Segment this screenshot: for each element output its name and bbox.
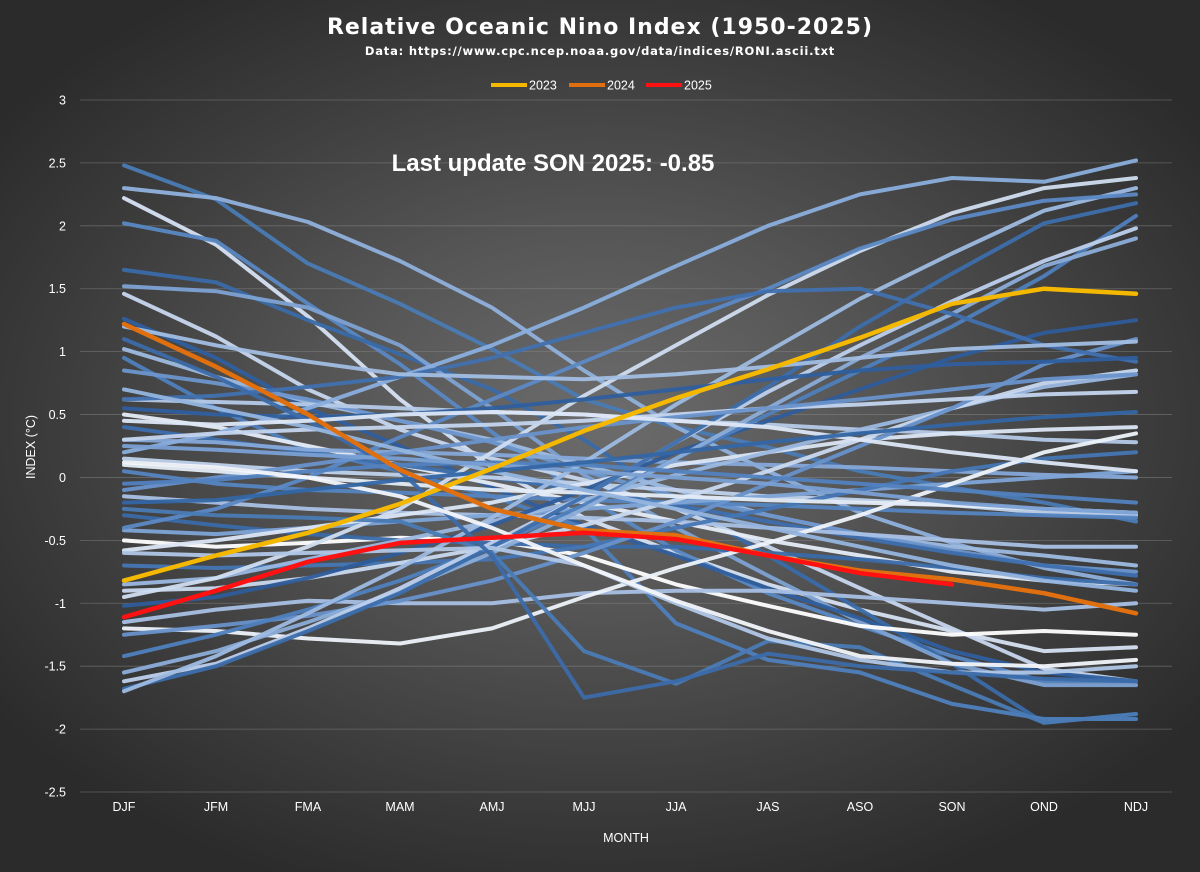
- series-line-2023: [121, 286, 1139, 583]
- year-series-line: [122, 337, 1138, 700]
- legend: 2023 2024 2025: [491, 79, 712, 93]
- x-tick-label: MAM: [385, 800, 414, 814]
- chart-subtitle: Data: https://www.cpc.ncep.noaa.gov/data…: [365, 44, 835, 58]
- x-ticks-layer: DJF JFM FMA MAM AMJ MJJ JJA JAS ASO SON OND NDJ: [113, 800, 1149, 814]
- x-tick-label: JAS: [757, 800, 780, 814]
- year-series-line: [122, 460, 1138, 669]
- legend-label-2024: 2024: [607, 79, 635, 93]
- highlight-series-layer: [121, 286, 1139, 620]
- year-series-line: [122, 460, 1138, 505]
- year-series-line: [122, 588, 1138, 625]
- year-series-line: [122, 410, 1138, 505]
- year-series-line: [122, 316, 1138, 684]
- x-tick-label: NDJ: [1124, 800, 1148, 814]
- y-tick-label: -1: [55, 597, 66, 611]
- x-tick-label: FMA: [295, 800, 322, 814]
- year-series-line: [122, 410, 1138, 474]
- background-series-layer: [122, 158, 1138, 725]
- x-tick-label: JFM: [204, 800, 228, 814]
- year-series-line: [122, 506, 1138, 725]
- y-tick-label: -1.5: [44, 660, 66, 674]
- year-series-line: [122, 535, 1138, 637]
- year-series-line: [122, 186, 1138, 694]
- y-tick-label: 3: [59, 94, 66, 108]
- year-series-line: [122, 494, 1138, 549]
- year-series-line: [122, 355, 1138, 420]
- y-tick-label: 2.5: [49, 156, 66, 170]
- x-tick-label: DJF: [113, 800, 136, 814]
- x-tick-label: SON: [938, 800, 965, 814]
- y-tick-label: 0.5: [49, 408, 66, 422]
- series-line-2024: [121, 321, 1139, 616]
- year-series-line: [122, 437, 1138, 480]
- y-tick-label: -2: [55, 723, 66, 737]
- chart-title: Relative Oceanic Nino Index (1950-2025): [327, 15, 873, 40]
- year-series-line: [122, 286, 1138, 402]
- x-tick-label: ASO: [847, 800, 874, 814]
- year-series-line: [122, 221, 1138, 684]
- year-series-line: [122, 387, 1138, 593]
- year-series-line: [122, 444, 1138, 515]
- y-tick-label: -0.5: [44, 534, 66, 548]
- x-tick-label: JJA: [666, 800, 688, 814]
- x-tick-label: AMJ: [480, 800, 505, 814]
- y-axis-label: INDEX (°C): [24, 415, 38, 479]
- x-axis-label: MONTH: [603, 831, 649, 845]
- y-ticks-layer: 3 2.5 2 1.5 1 0.5 0 -0.5 -1 -1.5 -2 -2.5: [44, 94, 66, 800]
- series-line-2025: [121, 530, 955, 620]
- y-tick-label: 2: [59, 219, 66, 233]
- x-tick-label: MJJ: [573, 800, 596, 814]
- y-tick-label: 1: [59, 345, 66, 359]
- year-series-line: [122, 236, 1138, 675]
- x-tick-label: OND: [1030, 800, 1058, 814]
- year-series-line: [122, 372, 1138, 492]
- y-tick-label: 0: [59, 471, 66, 485]
- legend-label-2025: 2025: [684, 79, 712, 93]
- year-series-line: [122, 192, 1138, 530]
- year-series-line: [122, 324, 1138, 382]
- legend-label-2023: 2023: [529, 79, 557, 93]
- last-update-annotation: Last update SON 2025: -0.85: [392, 150, 715, 177]
- y-tick-label: -2.5: [44, 786, 66, 800]
- y-tick-label: 1.5: [49, 282, 66, 296]
